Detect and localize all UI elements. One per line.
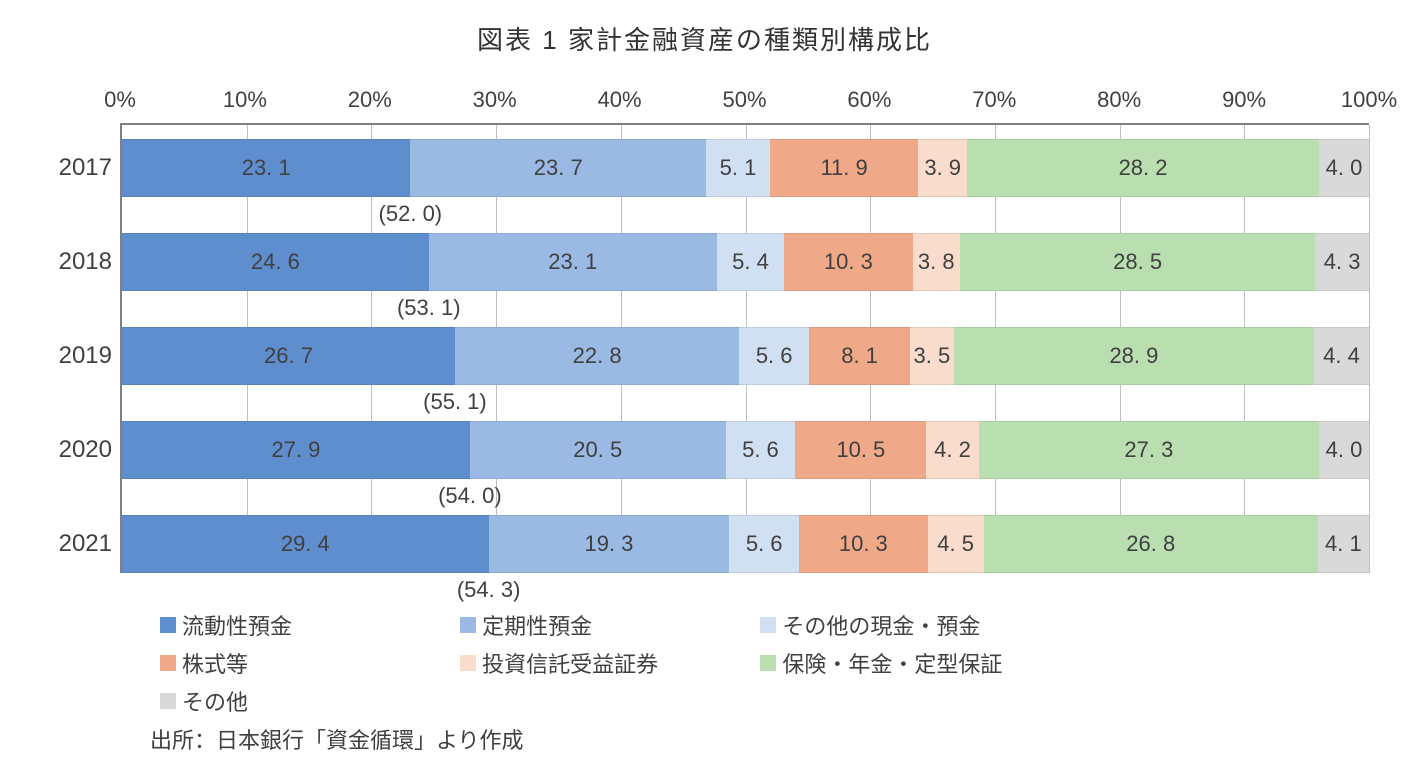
bar-segment-other: 4. 4 — [1314, 327, 1369, 385]
bar-segment-stocks: 10. 3 — [799, 515, 927, 573]
legend-swatch — [160, 617, 176, 633]
bar-segment-other: 4. 1 — [1318, 515, 1369, 573]
legend-label: その他 — [182, 685, 248, 717]
bar-row: 201824. 623. 15. 410. 33. 828. 54. 3(53.… — [122, 233, 1369, 291]
bar-segment-time_deposits: 20. 5 — [470, 421, 726, 479]
year-label: 2018 — [42, 248, 112, 276]
bar-segment-other_cash: 5. 1 — [706, 139, 770, 197]
legend-swatch — [760, 655, 776, 671]
bar-segment-stocks: 10. 5 — [795, 421, 926, 479]
year-label: 2019 — [42, 342, 112, 370]
grid-line — [1369, 125, 1370, 573]
x-axis-tick: 60% — [847, 87, 891, 113]
source-note: 出所：日本銀行「資金循環」より作成 — [150, 723, 1369, 755]
bar-segment-other_cash: 5. 6 — [739, 327, 809, 385]
legend-label: 投資信託受益証券 — [482, 647, 658, 679]
bar-segment-insurance_pension: 28. 2 — [967, 139, 1319, 197]
bar-segment-other: 4. 3 — [1315, 233, 1369, 291]
legend-label: 保険・年金・定型保証 — [782, 647, 1002, 679]
bar-segment-inv_trust: 3. 5 — [910, 327, 954, 385]
x-axis-tick: 70% — [972, 87, 1016, 113]
subtotal-label: (55. 1) — [423, 389, 487, 415]
x-axis-tick: 80% — [1097, 87, 1141, 113]
year-label: 2021 — [42, 530, 112, 558]
x-axis-tick: 50% — [722, 87, 766, 113]
bar-segment-stocks: 11. 9 — [770, 139, 919, 197]
stacked-bar: 29. 419. 35. 610. 34. 526. 84. 1 — [122, 515, 1369, 573]
bar-segment-other_cash: 5. 6 — [726, 421, 796, 479]
bar-segment-liquid_deposits: 29. 4 — [122, 515, 489, 573]
x-axis: 0%10%20%30%40%50%60%70%80%90%100% — [120, 87, 1369, 117]
bar-segment-insurance_pension: 28. 5 — [960, 233, 1315, 291]
legend-item: その他の現金・預金 — [760, 609, 1099, 641]
bar-row: 201723. 123. 75. 111. 93. 928. 24. 0(52.… — [122, 139, 1369, 197]
bar-segment-liquid_deposits: 24. 6 — [122, 233, 429, 291]
bar-segment-other: 4. 0 — [1319, 139, 1369, 197]
bar-segment-liquid_deposits: 23. 1 — [122, 139, 410, 197]
x-axis-tick: 40% — [598, 87, 642, 113]
bar-row: 202129. 419. 35. 610. 34. 526. 84. 1(54.… — [122, 515, 1369, 573]
legend-label: 流動性預金 — [182, 609, 292, 641]
plot-frame: 201723. 123. 75. 111. 93. 928. 24. 0(52.… — [120, 123, 1369, 573]
legend-item: 流動性預金 — [160, 609, 450, 641]
bar-segment-liquid_deposits: 27. 9 — [122, 421, 470, 479]
legend-item: 投資信託受益証券 — [460, 647, 750, 679]
bar-segment-stocks: 8. 1 — [809, 327, 910, 385]
legend-swatch — [160, 655, 176, 671]
stacked-bar: 27. 920. 55. 610. 54. 227. 34. 0 — [122, 421, 1369, 479]
legend-item: 保険・年金・定型保証 — [760, 647, 1099, 679]
bar-segment-inv_trust: 4. 2 — [926, 421, 978, 479]
legend-swatch — [760, 617, 776, 633]
chart-title: 図表 1 家計金融資産の種類別構成比 — [40, 20, 1369, 57]
legend-label: その他の現金・預金 — [782, 609, 980, 641]
legend: 流動性預金 定期性預金 その他の現金・預金株式等 投資信託受益証券 保険・年金・定型保証… — [160, 609, 1369, 717]
legend-swatch — [460, 655, 476, 671]
legend-item: 定期性預金 — [460, 609, 750, 641]
subtotal-label: (53. 1) — [397, 295, 461, 321]
bar-segment-inv_trust: 3. 9 — [918, 139, 967, 197]
bar-segment-time_deposits: 19. 3 — [489, 515, 730, 573]
x-axis-tick: 0% — [104, 87, 136, 113]
chart-area: 0%10%20%30%40%50%60%70%80%90%100% 201723… — [40, 87, 1369, 755]
year-label: 2017 — [42, 154, 112, 182]
bar-row: 202027. 920. 55. 610. 54. 227. 34. 0(54.… — [122, 421, 1369, 479]
legend-label: 定期性預金 — [482, 609, 592, 641]
bar-segment-time_deposits: 22. 8 — [455, 327, 739, 385]
bar-segment-other_cash: 5. 4 — [717, 233, 784, 291]
subtotal-label: (54. 0) — [438, 483, 502, 509]
subtotal-label: (54. 3) — [457, 577, 521, 603]
bar-segment-insurance_pension: 28. 9 — [954, 327, 1314, 385]
bar-segment-time_deposits: 23. 7 — [410, 139, 706, 197]
year-label: 2020 — [42, 436, 112, 464]
bar-segment-other_cash: 5. 6 — [729, 515, 799, 573]
bar-segment-other: 4. 0 — [1319, 421, 1369, 479]
bar-segment-stocks: 10. 3 — [784, 233, 912, 291]
bar-segment-liquid_deposits: 26. 7 — [122, 327, 455, 385]
legend-item: 株式等 — [160, 647, 450, 679]
stacked-bar: 23. 123. 75. 111. 93. 928. 24. 0 — [122, 139, 1369, 197]
bar-segment-insurance_pension: 26. 8 — [984, 515, 1318, 573]
legend-label: 株式等 — [182, 647, 248, 679]
bar-row: 201926. 722. 85. 68. 13. 528. 94. 4(55. … — [122, 327, 1369, 385]
x-axis-tick: 90% — [1222, 87, 1266, 113]
stacked-bar: 26. 722. 85. 68. 13. 528. 94. 4 — [122, 327, 1369, 385]
bar-segment-time_deposits: 23. 1 — [429, 233, 717, 291]
legend-swatch — [160, 693, 176, 709]
x-axis-tick: 20% — [348, 87, 392, 113]
x-axis-tick: 100% — [1341, 87, 1397, 113]
bar-segment-inv_trust: 3. 8 — [913, 233, 960, 291]
legend-swatch — [460, 617, 476, 633]
stacked-bar: 24. 623. 15. 410. 33. 828. 54. 3 — [122, 233, 1369, 291]
legend-item: その他 — [160, 685, 450, 717]
bar-segment-inv_trust: 4. 5 — [928, 515, 984, 573]
x-axis-tick: 30% — [473, 87, 517, 113]
subtotal-label: (52. 0) — [379, 201, 443, 227]
x-axis-tick: 10% — [223, 87, 267, 113]
bar-segment-insurance_pension: 27. 3 — [979, 421, 1319, 479]
